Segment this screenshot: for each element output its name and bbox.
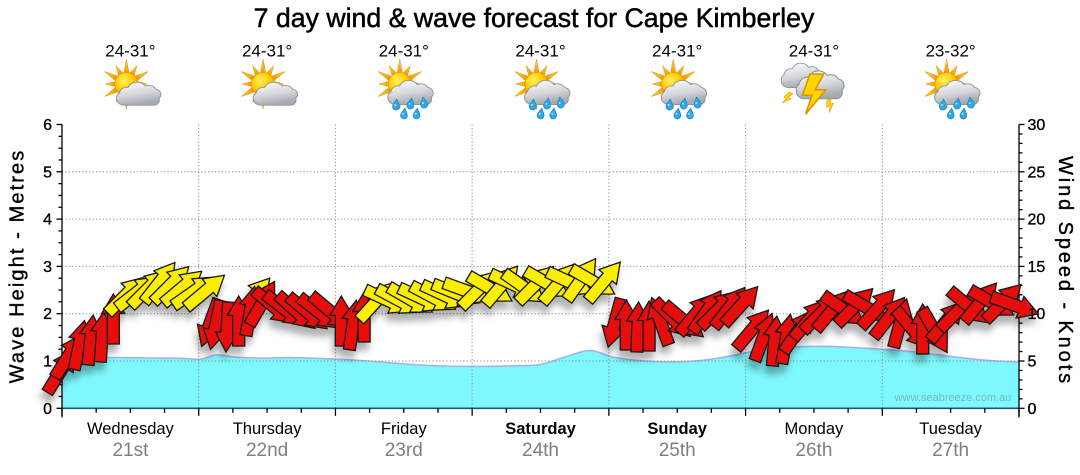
- svg-text:4: 4: [43, 212, 52, 229]
- svg-text:Wave Height - Metres: Wave Height - Metres: [7, 149, 29, 384]
- svg-text:25th: 25th: [659, 440, 696, 461]
- svg-text:23rd: 23rd: [385, 440, 423, 461]
- svg-text:10: 10: [1028, 306, 1046, 323]
- svg-text:27th: 27th: [932, 440, 969, 461]
- svg-text:6: 6: [43, 117, 52, 134]
- svg-text:0: 0: [1028, 401, 1037, 418]
- svg-text:24-31°: 24-31°: [515, 42, 565, 61]
- svg-text:30: 30: [1028, 117, 1046, 134]
- svg-text:24-31°: 24-31°: [652, 42, 702, 61]
- svg-text:Wind Speed - Knots: Wind Speed - Knots: [1054, 156, 1076, 386]
- svg-text:26th: 26th: [795, 440, 832, 461]
- svg-text:15: 15: [1028, 259, 1046, 276]
- svg-text:0: 0: [43, 401, 52, 418]
- svg-text:24-31°: 24-31°: [789, 42, 839, 61]
- svg-text:24-31°: 24-31°: [242, 42, 292, 61]
- svg-text:Saturday: Saturday: [505, 420, 576, 438]
- svg-text:25: 25: [1028, 164, 1046, 181]
- svg-text:www.seabreeze.com.au: www.seabreeze.com.au: [894, 392, 1012, 404]
- svg-text:20: 20: [1028, 212, 1046, 229]
- svg-text:5: 5: [43, 164, 52, 181]
- svg-text:7 day wind & wave forecast for: 7 day wind & wave forecast for Cape Kimb…: [254, 3, 815, 33]
- svg-text:3: 3: [43, 259, 52, 276]
- svg-text:22nd: 22nd: [246, 440, 288, 461]
- svg-text:23-32°: 23-32°: [925, 42, 975, 61]
- svg-text:24th: 24th: [522, 440, 559, 461]
- svg-text:Sunday: Sunday: [647, 420, 707, 438]
- svg-text:Wednesday: Wednesday: [87, 420, 175, 438]
- svg-text:Monday: Monday: [785, 420, 844, 438]
- svg-text:Friday: Friday: [381, 420, 428, 438]
- svg-text:21st: 21st: [112, 440, 149, 461]
- svg-text:1: 1: [43, 354, 52, 371]
- svg-text:5: 5: [1028, 354, 1037, 371]
- svg-text:24-31°: 24-31°: [379, 42, 429, 61]
- svg-text:Tuesday: Tuesday: [919, 420, 982, 438]
- svg-text:24-31°: 24-31°: [105, 42, 155, 61]
- svg-text:Thursday: Thursday: [233, 420, 303, 438]
- svg-text:2: 2: [43, 306, 52, 323]
